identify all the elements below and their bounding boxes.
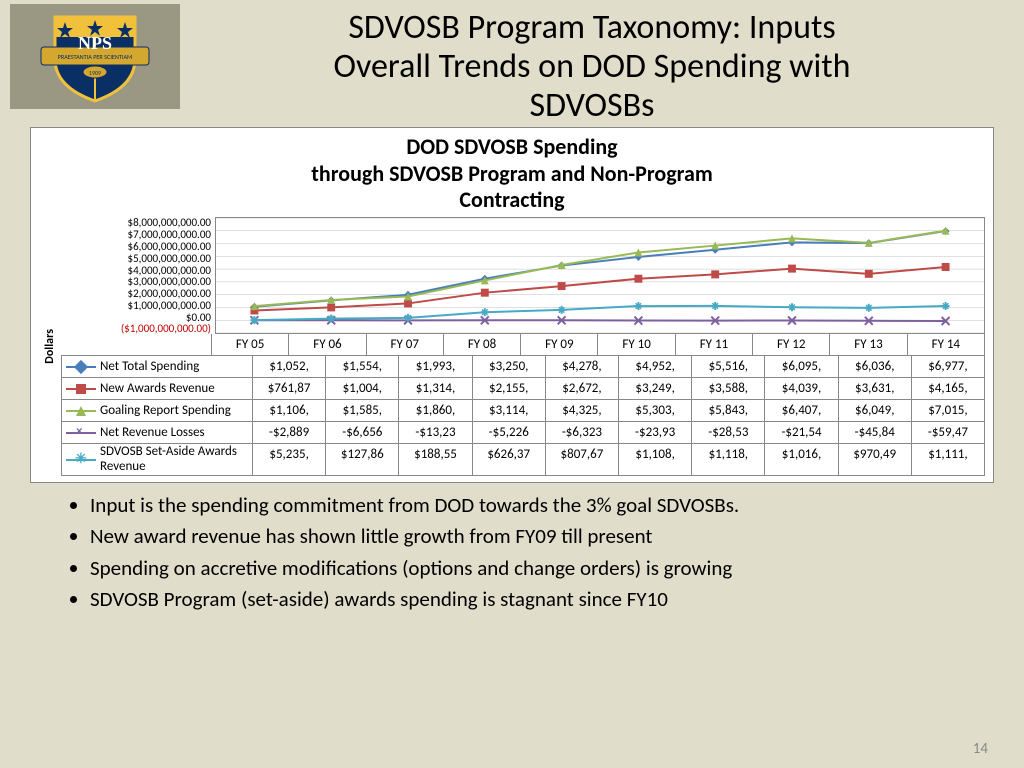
data-cell: $7,015, [912,400,984,421]
data-cell: $1,106, [253,400,326,421]
data-cell: $2,672, [546,378,619,399]
data-cell: $1,108, [619,444,692,475]
data-cell: $4,165, [912,378,984,399]
data-cell: $6,407, [765,400,838,421]
data-cell: $1,111, [912,444,984,475]
table-row: Net Total Spending$1,052,$1,554,$1,993,$… [62,355,984,377]
table-row: ✳SDVOSB Set-Aside Awards Revenue$5,235,$… [62,443,984,475]
chart-data-table: Net Total Spending$1,052,$1,554,$1,993,$… [61,355,985,476]
data-cell: $4,278, [546,356,619,377]
data-cell: -$28,53 [692,422,765,443]
svg-text:PRAESTANTIA PER SCIENTIAM: PRAESTANTIA PER SCIENTIAM [58,53,133,61]
data-cell: $1,118, [692,444,765,475]
x-axis-tick: FY 11 [676,334,753,355]
data-cell: $5,516, [692,356,765,377]
data-cell: $2,155, [473,378,546,399]
data-cell: $1,016, [765,444,838,475]
table-row: Goaling Report Spending$1,106,$1,585,$1,… [62,399,984,421]
x-axis-tick: FY 09 [521,334,598,355]
data-cell: -$21,54 [765,422,838,443]
data-cell: -$5,226 [473,422,546,443]
data-cell: $1,585, [326,400,399,421]
title-line-2: Overall Trends on DOD Spending with [180,47,1004,86]
x-axis-categories: FY 05FY 06FY 07FY 08FY 09FY 10FY 11FY 12… [211,334,985,355]
title-line-1: SDVOSB Program Taxonomy: Inputs [180,8,1004,47]
chart-title: DOD SDVOSB Spending through SDVOSB Progr… [39,134,985,213]
data-cell: $4,325, [546,400,619,421]
series-legend: New Awards Revenue [62,378,253,399]
data-cell: $3,114, [473,400,546,421]
data-cell: $3,249, [619,378,692,399]
data-cell: $6,036, [839,356,912,377]
data-cell: $970,49 [839,444,912,475]
bullet-item: SDVOSB Program (set-aside) awards spendi… [90,585,984,614]
nps-logo: NPS PRAESTANTIA PER SCIENTIAM 1909 [10,4,180,109]
slide-title: SDVOSB Program Taxonomy: Inputs Overall … [180,4,1014,125]
data-cell: $1,554, [326,356,399,377]
x-axis-tick: FY 07 [367,334,444,355]
data-cell: $4,039, [765,378,838,399]
table-row: ×Net Revenue Losses-$2,889-$6,656-$13,23… [62,421,984,443]
data-cell: -$6,656 [326,422,399,443]
data-cell: $1,004, [326,378,399,399]
chart-container: DOD SDVOSB Spending through SDVOSB Progr… [30,127,994,483]
data-cell: -$23,93 [619,422,692,443]
data-cell: -$6,323 [546,422,619,443]
series-legend: ✳SDVOSB Set-Aside Awards Revenue [62,444,253,475]
title-line-3: SDVOSBs [180,86,1004,125]
bullet-item: Input is the spending commitment from DO… [90,491,984,520]
x-axis-tick: FY 13 [830,334,907,355]
data-cell: $1,993, [399,356,472,377]
data-cell: $127,86 [326,444,399,475]
data-cell: $3,250, [473,356,546,377]
data-cell: $6,049, [839,400,912,421]
series-legend: ×Net Revenue Losses [62,422,253,443]
page-number: 14 [973,740,988,758]
data-cell: $5,303, [619,400,692,421]
data-cell: $4,952, [619,356,692,377]
data-cell: $3,588, [692,378,765,399]
chart-plot-area [215,217,985,334]
x-axis-tick: FY 12 [753,334,830,355]
data-cell: $807,67 [546,444,619,475]
svg-text:NPS: NPS [78,33,112,53]
x-axis-tick: FY 10 [598,334,675,355]
data-cell: $1,860, [399,400,472,421]
data-cell: $1,052, [253,356,326,377]
data-cell: -$45,84 [839,422,912,443]
data-cell: -$59,47 [912,422,984,443]
data-cell: $188,55 [399,444,472,475]
data-cell: -$13,23 [399,422,472,443]
data-cell: $6,095, [765,356,838,377]
data-cell: $626,37 [473,444,546,475]
data-cell: $5,235, [253,444,326,475]
data-cell: $6,977, [912,356,984,377]
bullet-item: Spending on accretive modifications (opt… [90,554,984,583]
svg-text:1909: 1909 [89,69,101,77]
data-cell: $5,843, [692,400,765,421]
y-axis-label: Dollars [39,329,61,364]
y-axis-ticks: $8,000,000,000.00$7,000,000,000.00$6,000… [61,217,215,334]
x-axis-tick: FY 05 [212,334,289,355]
data-cell: $1,314, [399,378,472,399]
data-cell: $761,87 [253,378,326,399]
bullet-item: New award revenue has shown little growt… [90,522,984,551]
series-legend: Net Total Spending [62,356,253,377]
x-axis-tick: FY 06 [289,334,366,355]
bullet-list: Input is the spending commitment from DO… [50,491,984,615]
series-legend: Goaling Report Spending [62,400,253,421]
data-cell: -$2,889 [253,422,326,443]
x-axis-tick: FY 08 [444,334,521,355]
slide-header: NPS PRAESTANTIA PER SCIENTIAM 1909 SDVOS… [0,0,1024,125]
data-cell: $3,631, [839,378,912,399]
table-row: New Awards Revenue$761,87$1,004,$1,314,$… [62,377,984,399]
x-axis-tick: FY 14 [908,334,984,355]
